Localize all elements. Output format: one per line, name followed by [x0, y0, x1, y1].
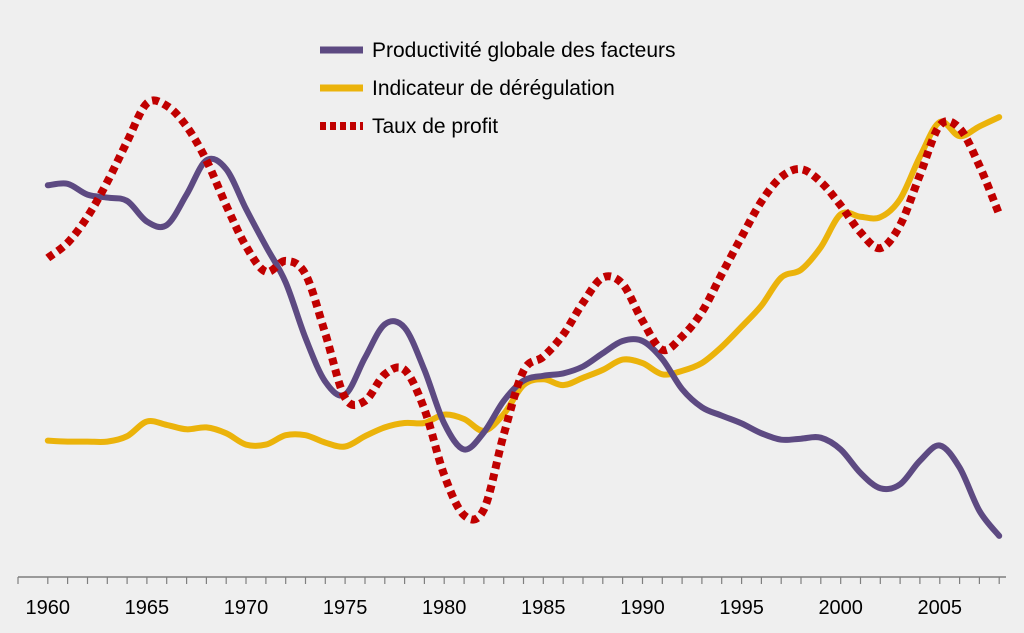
- legend-label-taux-de-profit: Taux de profit: [372, 115, 498, 138]
- x-tick-label: 2005: [918, 597, 963, 619]
- x-tick-label: 1995: [719, 597, 764, 619]
- x-tick-label: 1970: [224, 597, 269, 619]
- x-tick-label: 1990: [620, 597, 665, 619]
- legend: Productivité globale des facteurs Indica…: [320, 39, 676, 138]
- x-tick-label: 2000: [818, 597, 863, 619]
- series-line-productivite: [44, 155, 1003, 539]
- series-layer: [44, 96, 1003, 539]
- legend-label-productivite: Productivité globale des facteurs: [372, 39, 676, 62]
- legend-label-deregulation: Indicateur de dérégulation: [372, 77, 615, 100]
- series-line-taux-de-profit: [45, 96, 1003, 524]
- x-tick-label: 1985: [521, 597, 566, 619]
- x-tick-label: 1965: [125, 597, 170, 619]
- x-axis-ticks: 1960 1965 1970 1975 1980 1985 1990 1995 2000 2005: [17, 577, 1000, 619]
- x-tick-label: 1960: [26, 597, 71, 619]
- series-line-deregulation: [44, 114, 1003, 450]
- x-tick-label: 1980: [422, 597, 467, 619]
- x-tick-label: 1975: [323, 597, 368, 619]
